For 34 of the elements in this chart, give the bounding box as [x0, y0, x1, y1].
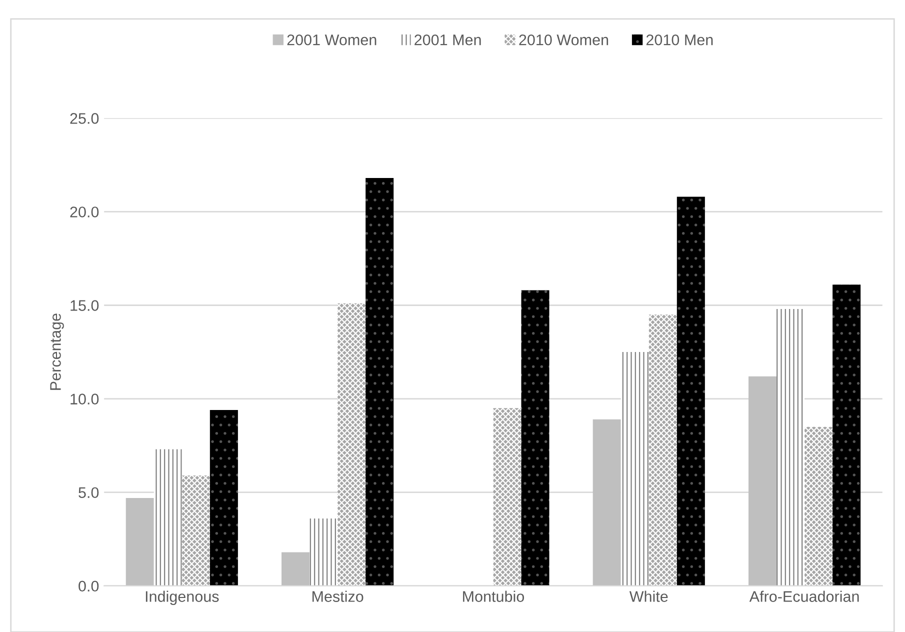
y-tick-label: 10.0: [70, 394, 99, 404]
bar: [620, 352, 649, 586]
bar: [210, 410, 238, 586]
legend-label: 2001 Women: [287, 34, 376, 46]
y-tick-label: 25.0: [70, 113, 99, 124]
y-axis-title: Percentage: [50, 314, 64, 390]
legend-label: 2001 Men: [414, 34, 481, 46]
y-tick-label: 15.0: [70, 300, 99, 311]
bar: [493, 408, 522, 586]
x-tick-label: White: [629, 590, 668, 602]
bar: [366, 178, 394, 586]
bar: [126, 498, 154, 586]
legend-label: 2010 Men: [646, 34, 713, 46]
bar: [310, 518, 338, 586]
bar: [832, 284, 861, 586]
bar: [648, 314, 677, 586]
bar: [676, 196, 705, 586]
x-tick-label: Mestizo: [312, 590, 364, 602]
x-tick-label: Montubio: [463, 590, 524, 602]
bar: [182, 475, 210, 586]
bar: [804, 426, 833, 586]
x-tick-label: Indigenous: [146, 590, 219, 605]
bar: [282, 552, 310, 586]
y-tick-label: 20.0: [70, 206, 99, 218]
bar: [521, 290, 550, 586]
bar: [776, 308, 805, 586]
bar: [338, 303, 366, 586]
bar: [154, 449, 182, 586]
x-tick-label: Afro-Ecuadorian: [749, 590, 859, 602]
y-tick-label: 5.0: [78, 487, 99, 498]
bar: [592, 419, 621, 586]
bar: [748, 376, 777, 586]
y-tick-label: 0.0: [78, 580, 99, 592]
legend-label: 2010 Women: [519, 34, 608, 46]
